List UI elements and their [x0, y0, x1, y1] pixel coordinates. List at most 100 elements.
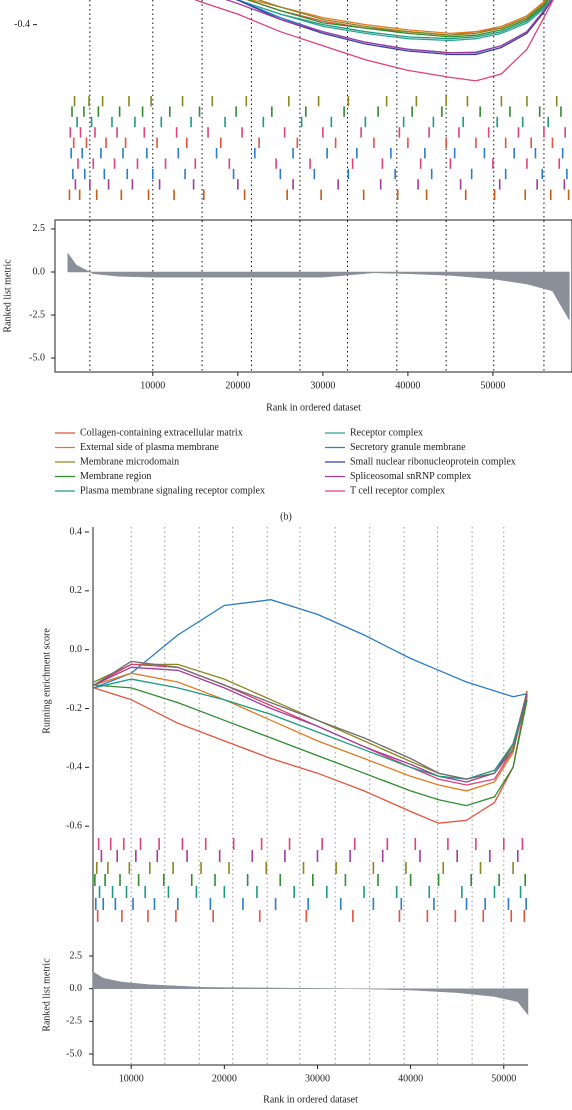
hit [433, 898, 435, 910]
hit [521, 838, 524, 850]
hit [415, 96, 418, 107]
hit [398, 127, 401, 138]
hit [489, 850, 491, 862]
hit [284, 850, 286, 862]
hit [113, 158, 116, 169]
hit [479, 106, 481, 117]
hit [79, 127, 82, 138]
hit [288, 838, 291, 850]
hit [151, 168, 154, 180]
hit [88, 96, 90, 107]
hit [251, 850, 254, 862]
hit [517, 127, 520, 138]
hit [104, 874, 106, 886]
hit [101, 96, 104, 107]
hit [364, 116, 367, 128]
hit [260, 838, 263, 850]
hit [509, 106, 511, 117]
hit [77, 158, 79, 169]
hit [73, 96, 76, 107]
hit [379, 179, 382, 190]
hit [344, 874, 347, 886]
enrichment-curve [93, 678, 528, 780]
legend-label: External side of plasma membrane [80, 442, 219, 453]
hit [453, 148, 456, 159]
hit [173, 189, 175, 200]
enrichment-curve [93, 672, 528, 792]
hit [158, 179, 161, 190]
hit [118, 106, 121, 117]
y-tick-label: -0.2 [66, 703, 82, 714]
hit [167, 886, 170, 898]
hit [386, 838, 389, 850]
hit [534, 148, 537, 159]
hit [181, 838, 184, 850]
hit [150, 96, 152, 107]
hit [525, 898, 527, 910]
hit [296, 137, 299, 148]
y-axis-label: Running enrichment score [41, 628, 52, 734]
x-tick-label: 20000 [225, 380, 250, 391]
hit [94, 127, 96, 138]
hit [363, 886, 365, 898]
hit [125, 886, 128, 898]
hit [198, 106, 201, 117]
hit [70, 148, 72, 159]
hit [377, 106, 379, 117]
hit [428, 886, 431, 898]
enrichment-curve [225, 0, 553, 54]
hit [116, 127, 118, 138]
y-tick-label: 0.0 [70, 644, 83, 655]
hit [498, 179, 501, 190]
hit [526, 158, 528, 169]
hit [441, 106, 443, 117]
hit [513, 148, 515, 159]
hit [339, 898, 342, 910]
curves [93, 599, 528, 824]
hit [265, 862, 268, 874]
hit [228, 158, 231, 169]
enrichment-curve [246, 0, 550, 38]
hit [326, 886, 328, 898]
hit [89, 179, 91, 190]
hit [312, 874, 314, 886]
hit [283, 127, 286, 138]
hit [107, 179, 110, 190]
hit [258, 137, 260, 148]
hit [428, 127, 430, 138]
metric-tick-label: 0.0 [33, 266, 46, 277]
hit [541, 168, 544, 180]
hit [220, 137, 222, 148]
hit [343, 106, 345, 117]
legend-label: T cell receptor complex [350, 485, 445, 496]
hit [224, 116, 226, 128]
hit [442, 862, 445, 874]
hit [536, 179, 538, 190]
hit [275, 158, 277, 169]
hit [114, 898, 117, 910]
hit [135, 850, 137, 862]
hit [445, 96, 447, 107]
hit [147, 910, 149, 922]
hit [160, 116, 163, 128]
hit [347, 168, 350, 180]
enrichment-curve [93, 663, 528, 780]
hit [254, 148, 256, 159]
y-tick-label: 0.4 [70, 526, 83, 537]
hit [137, 874, 140, 886]
enrichment-curve [93, 687, 528, 824]
hit [72, 168, 74, 180]
hit [149, 862, 151, 874]
hit [128, 96, 130, 107]
hit [449, 158, 452, 169]
hit [262, 116, 265, 128]
hit [111, 116, 113, 128]
hit [69, 127, 72, 138]
hit [466, 96, 469, 107]
x-axis-label: Rank in ordered dataset [263, 1094, 358, 1105]
hit [394, 168, 396, 180]
hit [90, 116, 93, 128]
hit [487, 127, 490, 138]
hit [168, 106, 171, 117]
hit [207, 127, 209, 138]
